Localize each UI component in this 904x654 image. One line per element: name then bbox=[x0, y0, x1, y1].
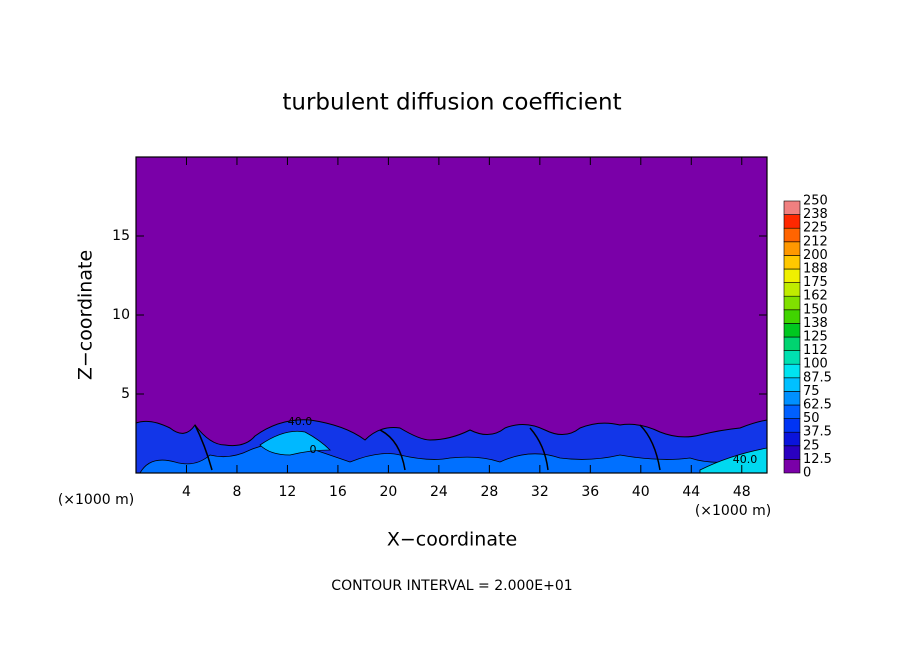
colorbar-segment bbox=[783, 363, 801, 379]
contour-line bbox=[194, 424, 661, 471]
x-tick-label: 16 bbox=[329, 484, 347, 500]
y-tick-label: 10 bbox=[112, 307, 130, 323]
colorbar-label: 12.5 bbox=[803, 452, 832, 467]
x-axis-label: X−coordinate bbox=[387, 529, 517, 551]
x-tick-label: 4 bbox=[182, 484, 191, 500]
colorbar-label: 87.5 bbox=[803, 370, 832, 385]
field bbox=[135, 157, 768, 474]
colorbar-segment bbox=[783, 268, 801, 283]
x-tick-label: 12 bbox=[279, 484, 297, 500]
colorbar-segment bbox=[783, 350, 801, 365]
colorbar-label: 250 bbox=[803, 194, 828, 209]
colorbar-label: 0 bbox=[803, 466, 811, 481]
x-tick-label: 48 bbox=[733, 484, 751, 500]
x-tick-label: 8 bbox=[232, 484, 241, 500]
y-axis-label: Z−coordinate bbox=[75, 250, 97, 380]
colorbar-segment bbox=[783, 295, 801, 311]
colorbar-label: 175 bbox=[803, 275, 828, 290]
x-tick-label: 36 bbox=[581, 484, 599, 500]
colorbar-segment bbox=[783, 255, 801, 270]
contour-label: 0 bbox=[310, 443, 317, 456]
colorbar-segment bbox=[783, 336, 801, 351]
colorbar-label: 138 bbox=[803, 316, 828, 331]
colorbar-label: 100 bbox=[803, 357, 828, 372]
colorbar-label: 62.5 bbox=[803, 398, 832, 413]
x-unit-label: (×1000 m) bbox=[695, 503, 771, 519]
colorbar-label: 200 bbox=[803, 248, 828, 263]
colorbar-segment bbox=[783, 459, 801, 474]
x-tick-label: 44 bbox=[682, 484, 700, 500]
colorbar-segment bbox=[783, 241, 801, 256]
x-tick-label: 32 bbox=[531, 484, 549, 500]
colorbar-segment bbox=[783, 227, 801, 243]
colorbar-segment bbox=[783, 391, 801, 406]
colorbar-label: 75 bbox=[803, 384, 820, 399]
y-unit-label: (×1000 m) bbox=[58, 492, 134, 508]
colorbar-segment bbox=[783, 309, 801, 324]
colorbar-label: 150 bbox=[803, 302, 828, 317]
colorbar-label: 188 bbox=[803, 262, 828, 277]
colorbar-label: 212 bbox=[803, 234, 828, 249]
colorbar-segment bbox=[783, 431, 801, 447]
colorbar-label: 238 bbox=[803, 207, 828, 222]
colorbar-segment bbox=[783, 282, 801, 297]
contour-label: 40.0 bbox=[288, 415, 313, 428]
x-tick-label: 28 bbox=[480, 484, 498, 500]
colorbar-label: 225 bbox=[803, 221, 828, 236]
colorbar-segment bbox=[783, 445, 801, 460]
colorbar-segment bbox=[783, 404, 801, 419]
chart-title: turbulent diffusion coefficient bbox=[282, 90, 621, 116]
colorbar-segment bbox=[783, 214, 801, 229]
colorbar-label: 37.5 bbox=[803, 425, 832, 440]
colorbar-segment bbox=[783, 323, 801, 338]
contour-label: 40.0 bbox=[733, 453, 758, 466]
colorbar-label: 112 bbox=[803, 343, 828, 358]
colorbar-label: 162 bbox=[803, 289, 828, 304]
field-background bbox=[136, 157, 767, 473]
field-region bbox=[259, 430, 331, 456]
y-tick-label: 15 bbox=[112, 228, 130, 244]
x-tick-label: 40 bbox=[632, 484, 650, 500]
colorbar-segment bbox=[783, 200, 801, 215]
colorbar-segment bbox=[783, 377, 801, 392]
colorbar-label: 25 bbox=[803, 438, 820, 453]
colorbar-label: 50 bbox=[803, 411, 820, 426]
footer-note: CONTOUR INTERVAL = 2.000E+01 bbox=[331, 578, 572, 594]
x-tick-label: 24 bbox=[430, 484, 448, 500]
colorbar-segment bbox=[783, 418, 801, 433]
y-tick-label: 5 bbox=[121, 386, 130, 402]
x-tick-label: 20 bbox=[379, 484, 397, 500]
colorbar-label: 125 bbox=[803, 330, 828, 345]
